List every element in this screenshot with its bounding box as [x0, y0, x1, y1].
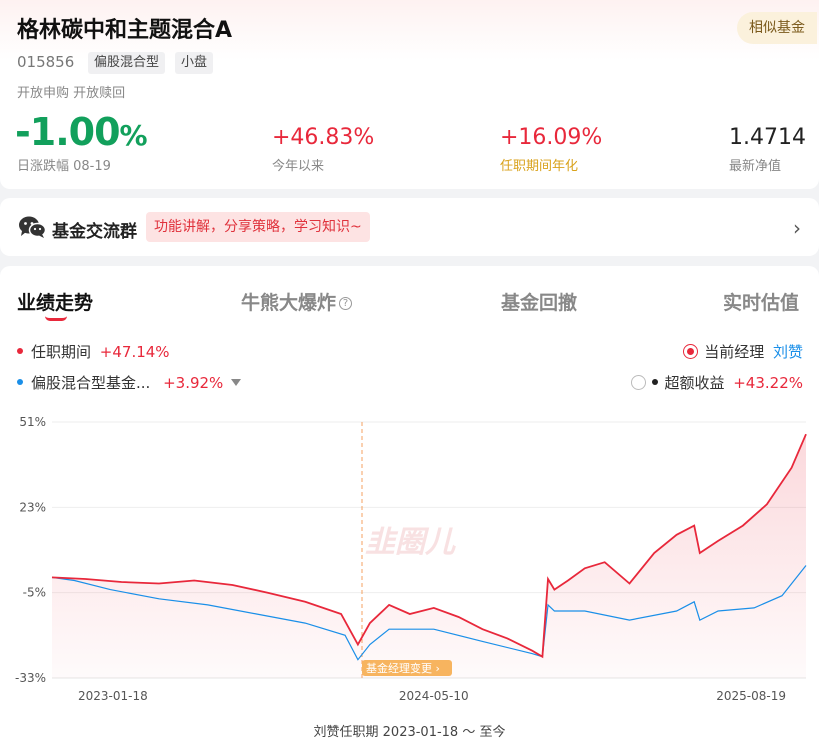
y-tick-label: -33%	[15, 671, 46, 685]
manager-change-badge[interactable]: 基金经理变更 ›	[362, 660, 452, 676]
manager-name-link[interactable]: 刘赞	[772, 343, 803, 361]
legend-series-benchmark-value: +3.92%	[163, 374, 224, 392]
fund-title: 格林碳中和主题混合A	[17, 18, 233, 43]
fund-header-card: 格林碳中和主题混合A 相似基金 015856 偏股混合型 小盘 开放申购 开放赎…	[0, 0, 819, 189]
legend-series-tenure-name: 任职期间	[31, 343, 92, 361]
ytd-return-label: 今年以来	[272, 159, 325, 174]
purchase-status: 开放申购 开放赎回	[17, 86, 126, 101]
current-manager-toggle[interactable]: 当前经理 刘赞	[683, 341, 803, 362]
fund-size-tag: 小盘	[175, 52, 214, 74]
watermark-logo: 韭圈儿	[365, 525, 456, 560]
x-tick-label: 2024-05-10	[399, 689, 469, 703]
y-tick-label: -5%	[23, 586, 46, 600]
black-dot-icon	[652, 379, 659, 385]
manager-change-badge-bg	[362, 660, 452, 676]
chevron-right-icon[interactable]: ›	[793, 216, 801, 240]
x-tick-label: 2025-08-19	[716, 689, 786, 703]
tab-realtime-estimate[interactable]: 实时估值	[723, 292, 800, 314]
tenure-annual-value: +16.09%	[500, 125, 603, 150]
radio-unchecked-icon[interactable]	[631, 375, 647, 390]
tenure-annual-label[interactable]: 任职期间年化	[500, 159, 579, 174]
daily-change: -1.00%	[15, 110, 148, 154]
y-tick-label: 51%	[19, 415, 46, 429]
excess-return-toggle[interactable]: 超额收益 +43.22%	[631, 372, 803, 393]
y-tick-label: 23%	[19, 500, 46, 514]
active-tab-indicator	[45, 316, 67, 321]
performance-chart[interactable]: 51%23%-5%-33% 韭圈儿 基金经理变更 › 2023-01-18 202…	[0, 400, 819, 718]
y-axis-ticks: 51% 23% -5% -33%	[15, 415, 46, 685]
legend-series-tenure-value: +47.14%	[99, 343, 170, 361]
fund-code: 015856	[17, 53, 75, 71]
tab-performance[interactable]: 业绩走势	[17, 292, 94, 314]
legend-series-benchmark[interactable]: 偏股混合型基金... +3.92%	[17, 372, 242, 393]
group-tagline: 功能讲解，分享策略，学习知识~	[146, 212, 370, 242]
legend-series-benchmark-name: 偏股混合型基金...	[31, 374, 151, 392]
nav-value: 1.4714	[729, 125, 806, 150]
daily-change-label: 日涨跌幅 08-19	[17, 159, 111, 174]
dropdown-triangle-icon[interactable]	[231, 379, 242, 386]
series-benchmark-line	[51, 565, 807, 661]
help-icon[interactable]: ?	[339, 297, 353, 310]
nav-label: 最新净值	[729, 159, 782, 174]
tab-bull-bear[interactable]: 牛熊大爆炸?	[241, 288, 353, 315]
radio-checked-icon[interactable]	[683, 344, 699, 359]
x-axis-ticks: 2023-01-18 2024-05-10 2025-08-19	[78, 689, 786, 703]
x-tick-label: 2023-01-18	[78, 689, 148, 703]
excess-return-value: +43.22%	[733, 374, 803, 392]
current-manager-label: 当前经理	[704, 343, 765, 361]
header-background	[0, 0, 819, 60]
series-tenure-line	[51, 433, 807, 659]
similar-funds-button[interactable]: 相似基金	[737, 12, 817, 44]
wechat-icon	[19, 216, 46, 238]
daily-change-value: -1.00	[15, 110, 121, 154]
fund-type-tag: 偏股混合型	[88, 52, 166, 74]
red-dot-icon	[17, 348, 23, 354]
legend-series-tenure: 任职期间 +47.14%	[17, 341, 170, 362]
fund-group-banner[interactable]: 基金交流群 功能讲解，分享策略，学习知识~ ›	[0, 198, 819, 256]
excess-return-label: 超额收益	[664, 374, 725, 392]
manager-change-badge-label: 基金经理变更 ›	[366, 661, 440, 675]
tab-bull-bear-label: 牛熊大爆炸	[241, 292, 337, 314]
group-title: 基金交流群	[52, 222, 137, 242]
tab-drawdown[interactable]: 基金回撤	[501, 292, 578, 314]
tenure-footer: 刘赞任职期 2023-01-18 ～ 至今	[313, 725, 506, 740]
ytd-return-value: +46.83%	[272, 125, 375, 150]
daily-change-percent-sign: %	[119, 119, 148, 152]
blue-dot-icon	[17, 379, 23, 385]
